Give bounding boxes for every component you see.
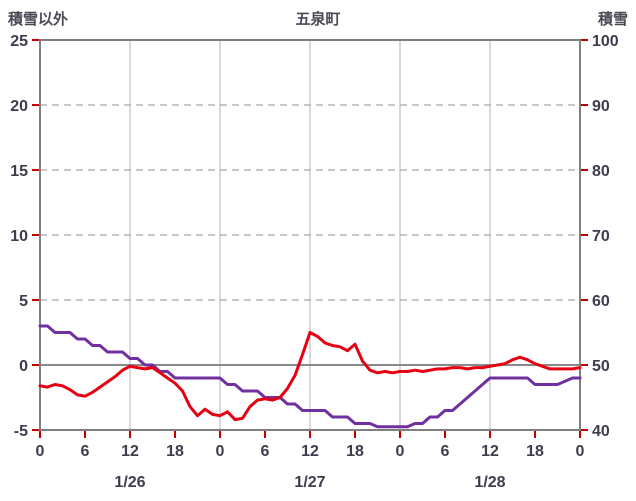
plot-border <box>39 39 581 431</box>
date-label: 1/28 <box>474 474 505 491</box>
left-tick-label: 5 <box>19 293 28 310</box>
date-label: 1/26 <box>114 474 145 491</box>
left-axis-title: 積雪以外 <box>8 11 69 28</box>
right-tick-label: 50 <box>592 358 610 375</box>
x-tick-label: 18 <box>346 443 364 460</box>
right-tick-label: 60 <box>592 293 610 310</box>
right-tick-label: 80 <box>592 163 610 180</box>
red-line <box>38 331 582 422</box>
x-tick-label: 12 <box>301 443 319 460</box>
date-label: 1/27 <box>294 474 325 491</box>
right-axis-title: 積雪 <box>597 11 628 28</box>
left-tick-label: 0 <box>19 358 28 375</box>
right-tick-label: 100 <box>592 33 619 50</box>
x-tick-label: 0 <box>576 443 585 460</box>
x-tick-label: 0 <box>216 443 225 460</box>
right-tick-label: 40 <box>592 423 610 440</box>
x-tick-label: 0 <box>36 443 45 460</box>
left-tick-label: 15 <box>10 163 28 180</box>
left-tick-label: 20 <box>10 98 28 115</box>
x-tick-label: 12 <box>121 443 139 460</box>
right-tick-label: 70 <box>592 228 610 245</box>
chart-title: 五泉町 <box>295 11 341 28</box>
x-tick-label: 18 <box>166 443 184 460</box>
left-tick-label: 25 <box>10 33 28 50</box>
x-tick-label: 6 <box>441 443 450 460</box>
right-tick-label: 90 <box>592 98 610 115</box>
x-tick-label: 12 <box>481 443 499 460</box>
left-tick-label: -5 <box>14 423 28 440</box>
left-tick-label: 10 <box>10 228 28 245</box>
purple-line <box>38 324 582 429</box>
x-tick-label: 0 <box>396 443 405 460</box>
x-tick-label: 18 <box>526 443 544 460</box>
x-tick-label: 6 <box>261 443 270 460</box>
x-tick-label: 6 <box>81 443 90 460</box>
